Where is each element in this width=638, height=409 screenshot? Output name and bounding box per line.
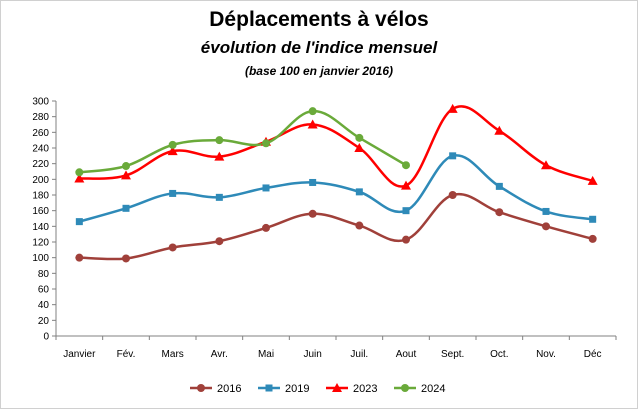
data-point-2019 [542, 207, 550, 215]
data-point-2024 [75, 168, 84, 177]
data-point-2019 [402, 207, 410, 215]
data-point-2023 [587, 175, 598, 185]
data-point-2019 [589, 215, 597, 223]
data-point-2016 [215, 237, 224, 246]
y-tick-label: 120 [32, 238, 49, 249]
y-tick-label: 220 [32, 159, 49, 170]
data-point-2023 [167, 146, 178, 156]
x-tick-label: Janvier [63, 349, 96, 360]
data-point-2023 [121, 170, 131, 180]
x-tick-label: Oct. [490, 349, 508, 360]
data-point-2019 [262, 184, 270, 192]
legend-marker [332, 383, 342, 392]
data-point-2019 [122, 204, 130, 212]
x-tick-label: Aout [396, 349, 417, 360]
data-point-2024 [168, 140, 177, 149]
data-point-2024 [308, 107, 317, 116]
y-tick-label: 260 [32, 128, 49, 139]
data-point-2016 [308, 209, 317, 218]
x-tick-label: Déc [584, 349, 602, 360]
data-point-2016 [542, 222, 550, 231]
data-point-2023 [307, 119, 318, 129]
y-tick-label: 180 [32, 191, 49, 202]
data-point-2016 [122, 254, 130, 263]
y-tick-label: 60 [38, 285, 50, 296]
legend-label: 2019 [285, 383, 309, 395]
data-point-2019 [495, 182, 503, 190]
x-tick-label: Sept. [441, 349, 464, 360]
chart-subtitle: évolution de l'indice mensuel [200, 38, 438, 57]
data-point-2023 [401, 180, 411, 190]
legend-marker [401, 384, 409, 392]
data-point-2019 [169, 189, 177, 197]
legend-label: 2016 [217, 383, 241, 395]
x-tick-label: Avr. [211, 349, 228, 360]
chart-note: (base 100 en janvier 2016) [244, 64, 394, 78]
legend-label: 2024 [421, 383, 445, 395]
data-point-2023 [214, 151, 225, 161]
data-point-2024 [262, 139, 270, 148]
series-line-2016 [79, 192, 593, 261]
legend-marker [197, 384, 205, 392]
data-point-2023 [354, 143, 365, 152]
y-tick-label: 300 [32, 97, 49, 108]
data-point-2016 [448, 191, 457, 199]
x-tick-label: Nov. [536, 349, 556, 360]
data-point-2024 [215, 136, 224, 145]
chart-title: Déplacements à vélos [209, 8, 429, 31]
y-tick-label: 100 [32, 253, 49, 264]
data-point-2023 [447, 103, 458, 113]
data-point-2024 [402, 161, 410, 170]
data-point-2016 [75, 253, 84, 262]
x-tick-label: Juil. [350, 349, 368, 360]
data-point-2016 [588, 234, 597, 243]
y-tick-label: 20 [38, 316, 50, 327]
data-point-2023 [74, 173, 85, 183]
x-tick-label: Fév. [117, 349, 136, 360]
y-tick-label: 200 [32, 175, 49, 186]
data-point-2019 [355, 188, 363, 196]
data-point-2024 [122, 162, 130, 171]
y-tick-label: 160 [32, 206, 49, 217]
y-tick-label: 240 [32, 144, 49, 155]
legend-label: 2023 [353, 383, 377, 395]
series-line-2023 [79, 105, 594, 188]
series-line-2019 [78, 154, 593, 223]
data-point-2016 [495, 208, 504, 217]
data-point-2016 [355, 221, 364, 230]
data-point-2019 [75, 218, 83, 226]
y-tick-label: 140 [32, 222, 49, 233]
x-tick-label: Mai [258, 349, 274, 360]
data-point-2016 [168, 243, 177, 252]
data-point-2023 [541, 160, 551, 170]
legend-marker [265, 384, 273, 392]
x-tick-label: Juin [303, 349, 321, 360]
data-point-2023 [494, 125, 505, 135]
data-point-2019 [449, 152, 457, 160]
y-tick-label: 280 [32, 112, 49, 123]
y-tick-label: 0 [43, 332, 49, 343]
data-point-2016 [262, 223, 270, 232]
data-point-2024 [355, 133, 364, 142]
data-point-2016 [402, 235, 410, 244]
data-point-2019 [309, 178, 317, 186]
series-line-2024 [79, 109, 407, 174]
y-tick-label: 80 [38, 269, 50, 280]
x-tick-label: Mars [162, 349, 184, 360]
y-tick-label: 40 [38, 300, 50, 311]
data-point-2019 [215, 193, 223, 201]
